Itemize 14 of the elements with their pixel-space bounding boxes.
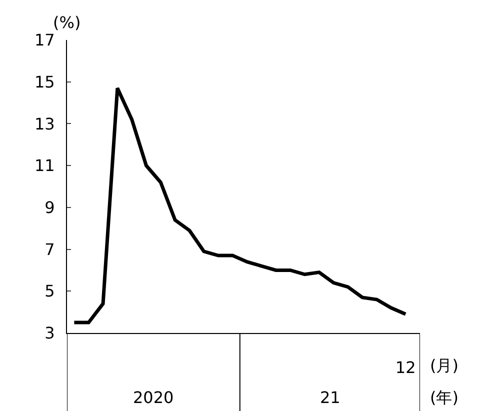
text: 21 <box>320 388 340 407</box>
y-tick-label: 3 <box>44 324 55 343</box>
text: (月) <box>430 356 458 375</box>
y-tick-label: 9 <box>44 198 55 218</box>
y-tick-label: 7 <box>44 240 55 259</box>
text: 2020 <box>133 388 174 407</box>
x-tick-label: 12 <box>395 358 416 378</box>
text: (年) <box>430 388 458 407</box>
y-tick-label: 15 <box>34 72 55 92</box>
y-tick-label: 17 <box>34 30 55 50</box>
y-axis-title: (%) <box>53 13 81 32</box>
y-tick-label: 11 <box>34 156 55 176</box>
y-tick-label: 13 <box>34 114 55 134</box>
y-tick-label: 5 <box>44 282 55 301</box>
